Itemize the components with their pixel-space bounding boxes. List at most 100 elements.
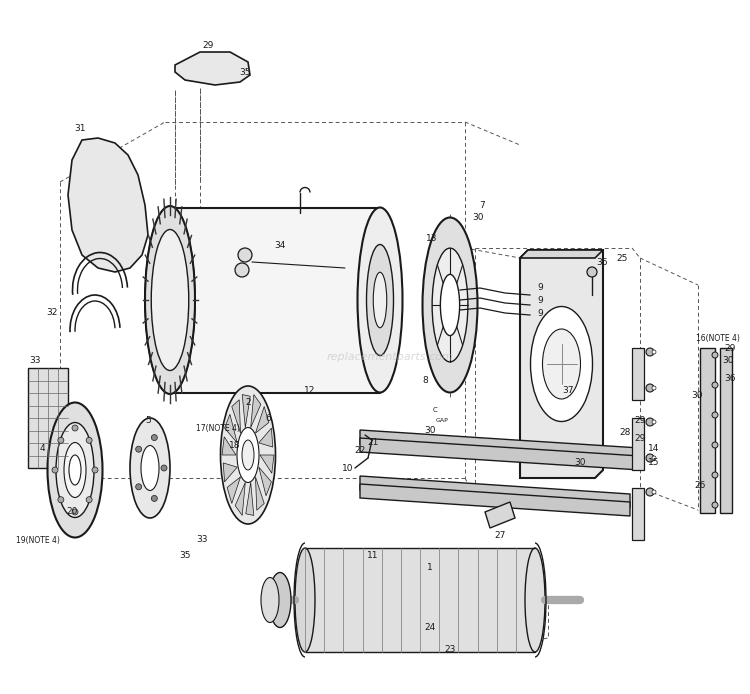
Circle shape <box>92 467 98 473</box>
Text: 12: 12 <box>304 385 316 394</box>
Text: 24: 24 <box>424 623 436 632</box>
Circle shape <box>646 454 654 462</box>
Ellipse shape <box>220 386 275 524</box>
Text: 9: 9 <box>537 296 543 305</box>
Ellipse shape <box>432 248 468 362</box>
Polygon shape <box>256 477 264 510</box>
Text: 17(NOTE 4): 17(NOTE 4) <box>196 423 240 432</box>
Text: 36: 36 <box>724 373 736 382</box>
Bar <box>632 418 644 470</box>
Text: 7: 7 <box>479 201 484 210</box>
Circle shape <box>712 472 718 478</box>
Ellipse shape <box>145 206 195 394</box>
Text: 23: 23 <box>444 645 456 654</box>
Ellipse shape <box>530 307 592 421</box>
Text: 29: 29 <box>724 344 736 353</box>
Polygon shape <box>224 463 237 482</box>
Polygon shape <box>236 482 245 516</box>
Text: 26: 26 <box>694 480 706 489</box>
Ellipse shape <box>374 272 387 328</box>
Circle shape <box>58 497 64 502</box>
Text: 21: 21 <box>368 437 379 446</box>
Text: 28: 28 <box>620 428 631 437</box>
Circle shape <box>72 509 78 515</box>
Ellipse shape <box>242 440 254 470</box>
Circle shape <box>72 425 78 431</box>
Bar <box>632 348 644 400</box>
Polygon shape <box>251 395 261 428</box>
Polygon shape <box>232 400 241 433</box>
Text: GAP: GAP <box>436 418 448 423</box>
Text: C: C <box>433 407 437 413</box>
Circle shape <box>712 502 718 508</box>
Polygon shape <box>305 548 535 652</box>
Text: 31: 31 <box>74 124 86 133</box>
Text: 2: 2 <box>245 398 250 407</box>
Text: 30: 30 <box>424 425 436 434</box>
Text: 34: 34 <box>274 241 286 250</box>
Circle shape <box>646 384 654 392</box>
Circle shape <box>587 267 597 277</box>
Circle shape <box>646 418 654 426</box>
Ellipse shape <box>64 443 86 498</box>
Text: 33: 33 <box>29 355 40 364</box>
Circle shape <box>652 456 656 460</box>
Polygon shape <box>485 502 515 528</box>
Circle shape <box>238 248 252 262</box>
Text: 8: 8 <box>422 375 427 384</box>
Text: 36: 36 <box>596 257 608 266</box>
Polygon shape <box>520 250 603 478</box>
Ellipse shape <box>152 230 189 371</box>
Circle shape <box>652 420 656 424</box>
Circle shape <box>712 352 718 358</box>
Ellipse shape <box>367 244 394 355</box>
Ellipse shape <box>295 548 315 652</box>
Text: 9: 9 <box>537 282 543 291</box>
Text: 37: 37 <box>562 385 574 394</box>
Text: 29: 29 <box>634 416 646 425</box>
Text: 19(NOTE 4): 19(NOTE 4) <box>16 536 60 545</box>
Polygon shape <box>520 250 603 258</box>
Text: 9: 9 <box>537 309 543 317</box>
Text: 4: 4 <box>39 443 45 452</box>
Text: 13: 13 <box>426 233 438 242</box>
Text: 27: 27 <box>494 530 506 539</box>
Ellipse shape <box>141 446 159 491</box>
Text: 30: 30 <box>722 355 734 364</box>
Text: 25: 25 <box>616 253 628 262</box>
Polygon shape <box>242 395 250 428</box>
Text: 30: 30 <box>574 457 586 466</box>
Text: 6: 6 <box>266 414 271 423</box>
Polygon shape <box>360 438 640 470</box>
Polygon shape <box>256 407 268 433</box>
Polygon shape <box>260 455 274 473</box>
Text: 30: 30 <box>472 212 484 221</box>
Ellipse shape <box>422 217 478 393</box>
Bar <box>700 348 715 513</box>
Ellipse shape <box>69 455 81 485</box>
Ellipse shape <box>146 208 195 393</box>
Polygon shape <box>259 467 272 496</box>
Ellipse shape <box>358 208 403 393</box>
Text: 5: 5 <box>146 416 151 425</box>
Text: 20: 20 <box>66 507 78 516</box>
Circle shape <box>136 484 142 490</box>
Text: 16(NOTE 4): 16(NOTE 4) <box>696 334 740 343</box>
Circle shape <box>712 412 718 418</box>
Text: 35: 35 <box>239 67 250 76</box>
Bar <box>28 368 68 468</box>
Circle shape <box>712 382 718 388</box>
Polygon shape <box>227 477 241 503</box>
Ellipse shape <box>56 423 94 518</box>
Polygon shape <box>360 430 640 462</box>
Text: 33: 33 <box>196 536 208 545</box>
Circle shape <box>712 442 718 448</box>
Text: 1: 1 <box>427 564 433 573</box>
Circle shape <box>161 465 167 471</box>
Polygon shape <box>224 414 237 443</box>
Text: 35: 35 <box>179 550 190 559</box>
Polygon shape <box>175 52 250 85</box>
Circle shape <box>52 467 58 473</box>
Circle shape <box>646 348 654 356</box>
Polygon shape <box>68 138 148 272</box>
